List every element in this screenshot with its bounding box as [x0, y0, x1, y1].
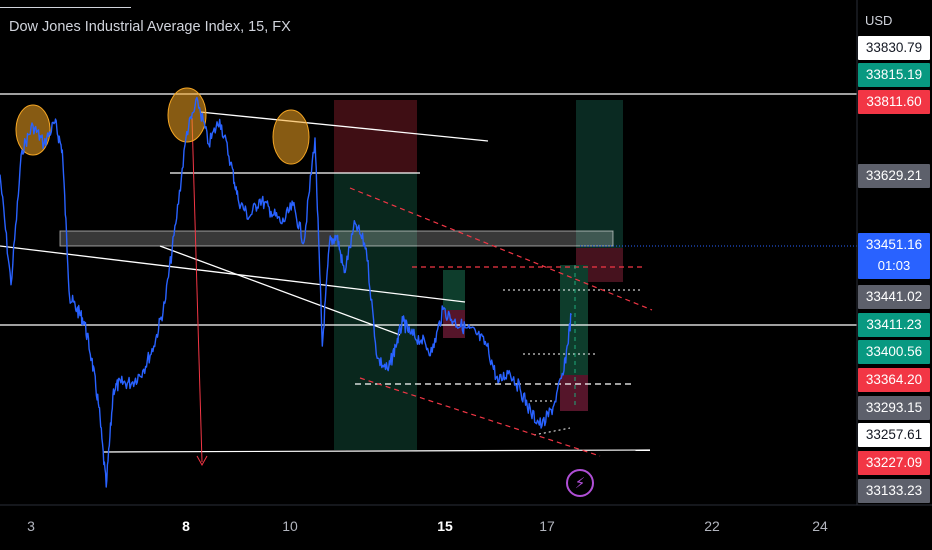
- x-tick-label: 10: [282, 518, 298, 534]
- x-tick-label: 15: [437, 518, 453, 534]
- trendline-descending-short[interactable]: [159, 245, 401, 336]
- x-tick-label: 24: [812, 518, 828, 534]
- price-tag[interactable]: 33411.23: [858, 313, 930, 337]
- entry-long-stop-zone: [560, 375, 588, 411]
- trendline-top[interactable]: [199, 111, 489, 142]
- price-tag[interactable]: 33364.20: [858, 368, 930, 392]
- short-position-target-zone: [334, 173, 417, 450]
- price-series-line[interactable]: [0, 96, 572, 488]
- entry-long-target-zone: [560, 265, 588, 375]
- highlight-circle-2[interactable]: [167, 87, 207, 143]
- highlight-circle-3[interactable]: [272, 109, 310, 165]
- lightning-icon[interactable]: ⚡: [566, 469, 594, 497]
- x-tick-label: 17: [539, 518, 555, 534]
- arrow-head-icon: [196, 455, 208, 467]
- price-tag[interactable]: 33400.56: [858, 340, 930, 364]
- long-position-target-zone: [576, 100, 623, 248]
- chart-title: Dow Jones Industrial Average Index, 15, …: [9, 19, 291, 35]
- x-tick-label: 8: [182, 518, 190, 534]
- price-tag[interactable]: 33133.23: [858, 479, 930, 503]
- channel-upper-dashed[interactable]: [349, 187, 653, 311]
- channel-lower-dashed[interactable]: [359, 377, 601, 457]
- projection-arrow-line[interactable]: [191, 117, 203, 463]
- price-tag[interactable]: 33451.16: [858, 233, 930, 279]
- price-tag[interactable]: 33629.21: [858, 164, 930, 188]
- short-position-stop-zone: [334, 100, 417, 173]
- level-line-low[interactable]: [102, 449, 651, 453]
- price-tag[interactable]: 33293.15: [858, 396, 930, 420]
- dashed-support-small[interactable]: [533, 427, 571, 436]
- price-tag[interactable]: 33441.02: [858, 285, 930, 309]
- price-tag[interactable]: 33811.60: [858, 90, 930, 114]
- title-underline: [0, 7, 131, 8]
- small-long-target-zone: [443, 270, 465, 310]
- price-tag[interactable]: 33257.61: [858, 423, 930, 447]
- x-tick-label: 3: [27, 518, 35, 534]
- x-tick-label: 22: [704, 518, 720, 534]
- trendline-descending-long[interactable]: [0, 245, 466, 303]
- price-tag[interactable]: 33830.79: [858, 36, 930, 60]
- currency-label[interactable]: USD: [865, 13, 893, 28]
- price-tag[interactable]: 33227.09: [858, 451, 930, 475]
- bar-countdown: 01:03: [877, 258, 911, 273]
- price-tag[interactable]: 33815.19: [858, 63, 930, 87]
